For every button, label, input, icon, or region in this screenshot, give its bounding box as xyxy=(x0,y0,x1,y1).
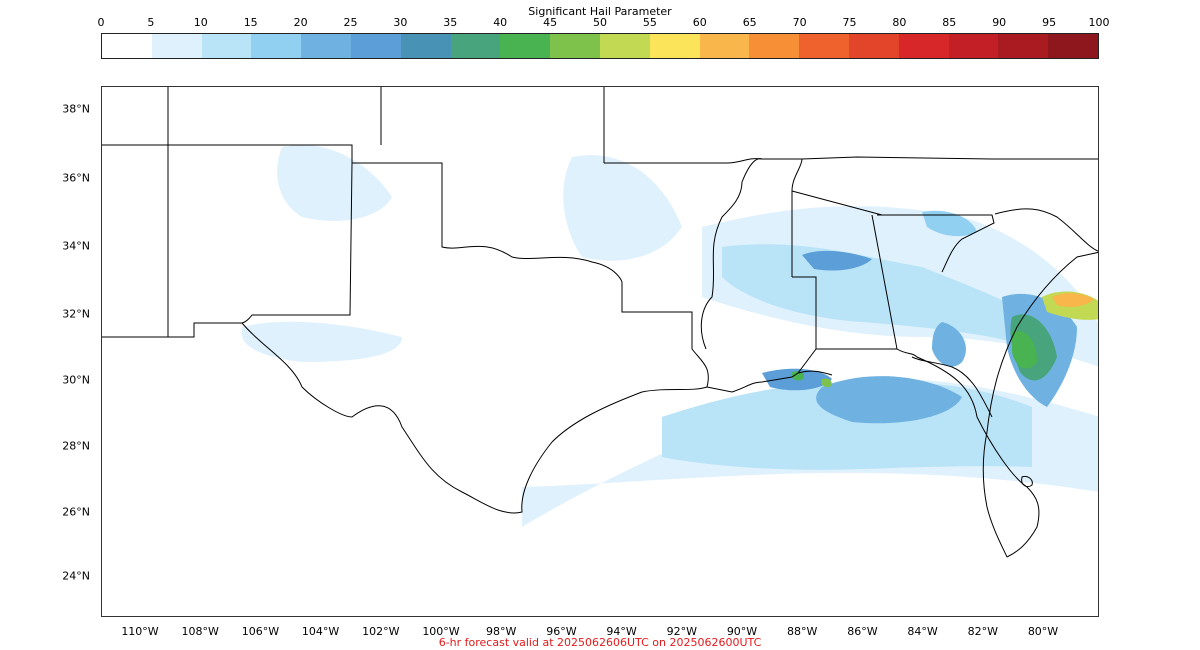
colorbar-swatch xyxy=(699,34,750,58)
colorbar-swatch xyxy=(102,34,152,58)
colorbar-swatch xyxy=(301,34,351,58)
colorbar-swatch xyxy=(151,34,202,58)
colorbar-swatch xyxy=(450,34,501,58)
colorbar xyxy=(101,33,1099,59)
lon-label: 82°W xyxy=(967,625,998,638)
colorbar-title: Significant Hail Parameter xyxy=(528,5,672,18)
lon-label: 88°W xyxy=(787,625,818,638)
lon-label: 96°W xyxy=(546,625,577,638)
colorbar-tick-label: 15 xyxy=(243,16,258,29)
hail-shading xyxy=(241,145,1098,527)
colorbar-tick-label: 80 xyxy=(892,16,907,29)
lon-label: 100°W xyxy=(422,625,460,638)
colorbar-swatch xyxy=(251,34,302,58)
map-canvas xyxy=(102,87,1098,558)
map-frame xyxy=(101,86,1099,617)
lon-label: 110°W xyxy=(121,625,159,638)
lat-label: 34°N xyxy=(62,239,90,253)
lat-label: 36°N xyxy=(62,171,90,185)
colorbar-swatch xyxy=(799,34,849,58)
colorbar-ticks: 0 5 10 15 20 25 30 35 40 45 50 55 60 65 70 75 80 85 90 95 10… xyxy=(0,16,1200,30)
lat-label: 38°N xyxy=(62,102,90,116)
lat-label: 28°N xyxy=(62,439,90,453)
colorbar-tick-label: 50 xyxy=(593,16,607,29)
map-borders xyxy=(102,87,1098,558)
colorbar-swatch xyxy=(400,34,451,58)
colorbar-swatch xyxy=(350,34,401,58)
lon-label: 80°W xyxy=(1027,625,1059,638)
colorbar-tick-label: 100 xyxy=(1088,16,1110,29)
colorbar-swatch xyxy=(201,34,252,58)
lat-label: 24°N xyxy=(62,569,90,583)
lat-label: 26°N xyxy=(62,505,90,519)
colorbar-swatch xyxy=(599,34,650,58)
colorbar-swatch xyxy=(948,34,999,58)
colorbar-tick-label: 40 xyxy=(493,16,508,29)
colorbar-swatch xyxy=(550,34,600,58)
colorbar-swatch xyxy=(998,34,1049,58)
colorbar-tick-label: 45 xyxy=(543,16,558,29)
colorbar-tick-label: 30 xyxy=(393,16,408,29)
colorbar-tick-label: 20 xyxy=(293,16,308,29)
colorbar-swatch xyxy=(898,34,949,58)
colorbar-swatch xyxy=(649,34,700,58)
colorbar-tick-label: 5 xyxy=(147,16,155,29)
colorbar-tick-label: 25 xyxy=(343,16,358,29)
lon-label: 98°W xyxy=(486,625,517,638)
lon-label: 106°W xyxy=(241,625,280,638)
lon-label: 108°W xyxy=(181,625,219,638)
colorbar-tick-label: 55 xyxy=(642,16,657,29)
colorbar-swatch xyxy=(749,34,800,58)
lon-label: 84°W xyxy=(907,625,938,638)
lon-label: 94°W xyxy=(606,625,637,638)
colorbar-tick-label: 95 xyxy=(1042,16,1057,29)
lon-label: 102°W xyxy=(362,625,400,638)
lat-label: 32°N xyxy=(62,307,90,321)
lon-label: 104°W xyxy=(301,625,340,638)
lon-label: 90°W xyxy=(726,625,758,638)
colorbar-swatch xyxy=(500,34,551,58)
colorbar-tick-label: 85 xyxy=(942,16,957,29)
colorbar-tick-label: 35 xyxy=(443,16,458,29)
colorbar-tick-label: 90 xyxy=(992,16,1007,29)
colorbar-tick-label: 75 xyxy=(842,16,857,29)
lon-label: 86°W xyxy=(847,625,878,638)
colorbar-tick-label: 60 xyxy=(692,16,707,29)
colorbar-tick-label: 70 xyxy=(792,16,807,29)
colorbar-swatch xyxy=(1048,34,1098,58)
colorbar-tick-label: 10 xyxy=(193,16,208,29)
colorbar-tick-label: 65 xyxy=(742,16,757,29)
forecast-caption: 6-hr forecast valid at 2025062606UTC on … xyxy=(438,636,762,649)
colorbar-swatch xyxy=(848,34,899,58)
lon-label: 92°W xyxy=(666,625,697,638)
colorbar-tick-label: 0 xyxy=(97,16,105,29)
lat-label: 30°N xyxy=(62,373,90,387)
